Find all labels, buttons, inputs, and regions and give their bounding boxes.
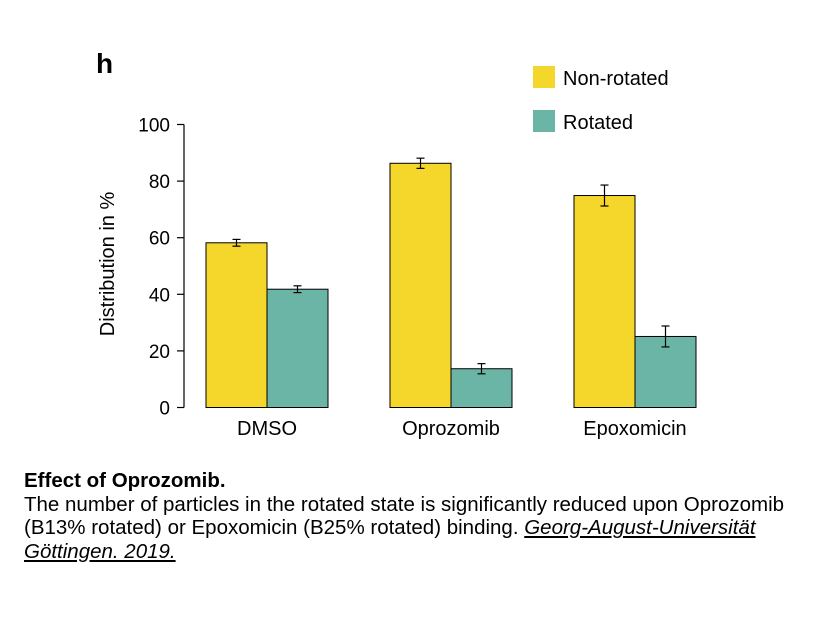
y-tick-label: 0 [159, 399, 170, 420]
x-tick-label: DMSO [237, 418, 297, 440]
bar-rotated-epoxomicin [634, 335, 697, 409]
y-tick-label: 60 [149, 229, 170, 250]
bar-chart: h Distribution in % 0 20 40 60 80 100 DMSO Opro… [96, 48, 697, 440]
y-tick-label: 40 [149, 285, 170, 306]
legend-label: Non-rotated [563, 68, 669, 90]
y-tick-label: 80 [149, 172, 170, 193]
x-tick-label: Epoxomicin [583, 418, 686, 440]
panel-label: h [96, 48, 113, 79]
y-tick-label: 20 [149, 342, 170, 363]
legend-label: Rotated [563, 112, 633, 134]
caption-title: Effect of Oprozomib. [24, 469, 226, 492]
bar-rotated-dmso [266, 288, 329, 408]
bar-rotated-oprozomib [450, 368, 513, 409]
legend-swatch-rotated [533, 110, 555, 132]
bar-non-rotated-epoxomicin [573, 195, 636, 408]
legend-swatch-non-rotated [533, 66, 555, 88]
y-axis-label: Distribution in % [97, 192, 119, 337]
plot-area: 0 20 40 60 80 100 DMSO Oprozomib Epoxomicin [138, 116, 697, 440]
citation-link[interactable]: Georg-August-Universität Göttingen. 2019… [24, 516, 756, 563]
bar-non-rotated-dmso [205, 242, 268, 408]
x-tick-label: Oprozomib [402, 418, 500, 440]
y-tick-label: 100 [138, 116, 170, 137]
bar-non-rotated-oprozomib [389, 162, 452, 408]
legend: Non-rotated Rotated [533, 66, 669, 134]
figure-caption: Effect of Oprozomib. The number of parti… [24, 469, 819, 563]
caption-text: The number of particles in the rotated s… [24, 492, 785, 540]
